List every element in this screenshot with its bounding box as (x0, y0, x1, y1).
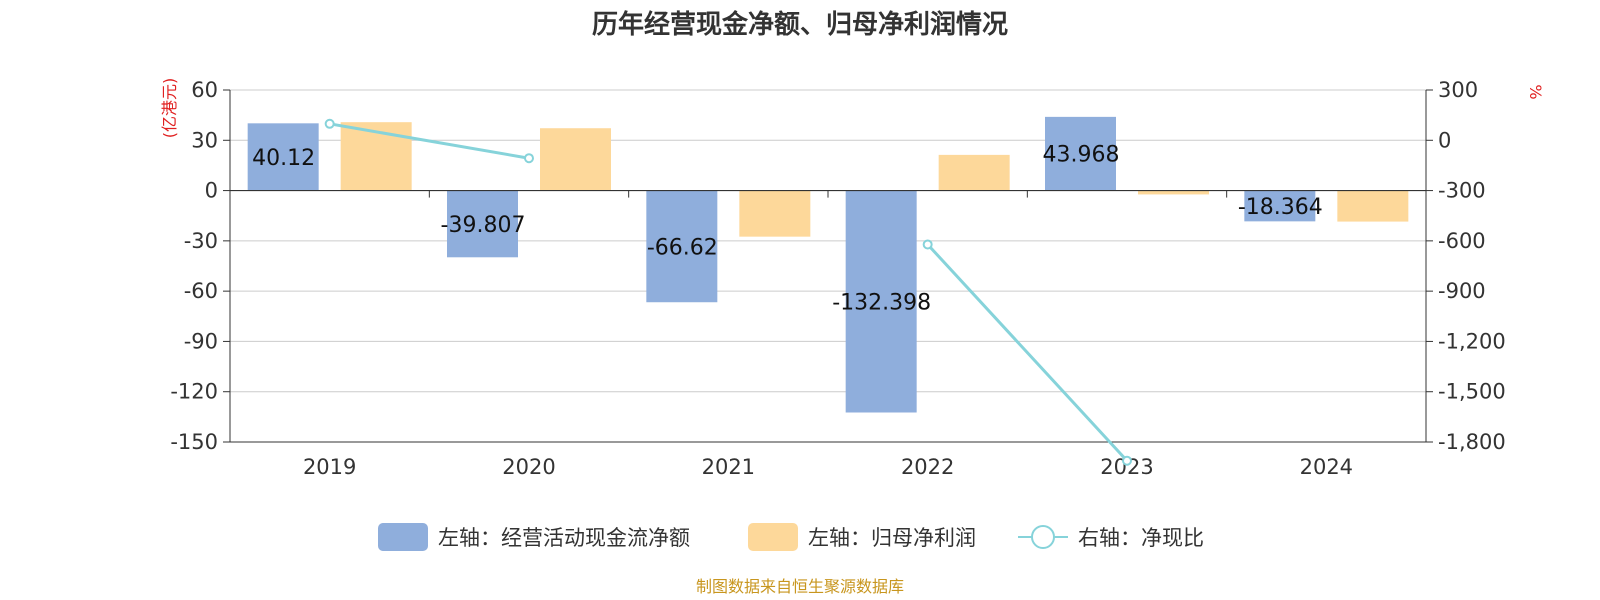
ratio-line-segment (329, 122, 530, 160)
ratio-line (324, 118, 1132, 466)
bar-operating-cash-2024 (1244, 190, 1316, 222)
bar-net-profit-2021 (739, 190, 811, 237)
right-axis-unit: % (1526, 84, 1545, 99)
left-tick-label: 60 (191, 78, 218, 102)
right-tick-label: -1,500 (1438, 380, 1506, 404)
bar-operating-cash-2019 (247, 123, 319, 191)
chart-title: 历年经营现金净额、归母净利润情况 (592, 9, 1008, 40)
x-tick-label-2024: 2024 (1300, 455, 1353, 479)
left-tick-label: 30 (191, 128, 218, 152)
left-axis-unit: (亿港元) (160, 78, 179, 139)
bars (247, 116, 1409, 413)
legend: 左轴：经营活动现金流净额 左轴：归母净利润 右轴：净现比 (378, 523, 1204, 551)
legend-swatch-net-profit (748, 523, 798, 551)
legend-item-ratio: 右轴：净现比 (1018, 525, 1204, 550)
right-axis: 300 0 -300 -600 -900 -1,200 -1,500 -1,800 (1425, 78, 1506, 454)
right-tick-label: -300 (1438, 179, 1486, 203)
right-tick-label: -900 (1438, 279, 1486, 303)
x-tick-label-2021: 2021 (702, 455, 755, 479)
data-label-operating-cash-2021: -66.62 (647, 235, 718, 260)
ratio-point-2020 (524, 153, 534, 164)
legend-swatch-operating-cash (378, 523, 428, 551)
bar-net-profit-2022 (938, 154, 1010, 191)
right-tick-label: -1,200 (1438, 329, 1506, 353)
bar-net-profit-2024 (1337, 190, 1409, 222)
left-tick-label: 0 (205, 179, 218, 203)
bar-operating-cash-2022 (845, 190, 917, 413)
right-tick-label: 300 (1438, 78, 1478, 102)
ratio-point-2022 (922, 239, 933, 250)
data-label-operating-cash-2020: -39.807 (441, 213, 526, 238)
right-tick-label: -600 (1438, 229, 1486, 253)
bar-operating-cash-2020 (447, 190, 518, 258)
bar-net-profit-2020 (540, 128, 611, 191)
x-axis: 2019 2020 2021 2022 2023 2024 (229, 190, 1427, 479)
legend-item-operating-cash: 左轴：经营活动现金流净额 (378, 523, 690, 551)
data-label-operating-cash-2024: -18.364 (1238, 195, 1323, 220)
ratio-point-2019 (324, 118, 335, 129)
legend-item-net-profit: 左轴：归母净利润 (748, 523, 976, 551)
x-tick-label-2022: 2022 (901, 455, 954, 479)
legend-label-operating-cash: 左轴：经营活动现金流净额 (438, 526, 690, 550)
right-tick-label: -1,800 (1438, 430, 1506, 454)
ratio-line-segment (926, 243, 1129, 462)
left-tick-label: -90 (184, 329, 218, 353)
right-tick-label: 0 (1438, 128, 1451, 152)
legend-label-net-profit: 左轴：归母净利润 (808, 526, 976, 550)
left-tick-label: -150 (170, 430, 218, 454)
data-label-operating-cash-2019: 40.12 (252, 146, 315, 171)
data-label-operating-cash-2022: -132.398 (832, 291, 931, 316)
left-tick-label: -120 (170, 380, 218, 404)
ratio-point-2023 (1122, 455, 1132, 466)
source-note: 制图数据来自恒生聚源数据库 (696, 577, 904, 596)
bar-operating-cash-2021 (646, 190, 718, 303)
legend-label-ratio: 右轴：净现比 (1078, 526, 1204, 550)
left-tick-label: -60 (184, 279, 218, 303)
bar-net-profit-2019 (340, 122, 412, 191)
legend-marker-ratio (1031, 525, 1055, 549)
x-tick-label-2019: 2019 (303, 455, 356, 479)
bar-net-profit-2023 (1138, 190, 1209, 195)
data-labels: 40.12 -39.807 -66.62 -132.398 43.968 -18.364 (252, 143, 1323, 316)
left-tick-label: -30 (184, 229, 218, 253)
data-label-operating-cash-2023: 43.968 (1043, 143, 1120, 168)
left-axis: 60 30 0 -30 -60 -90 -120 -150 (170, 78, 231, 454)
bar-operating-cash-2023 (1045, 116, 1116, 191)
x-tick-label-2020: 2020 (502, 455, 555, 479)
